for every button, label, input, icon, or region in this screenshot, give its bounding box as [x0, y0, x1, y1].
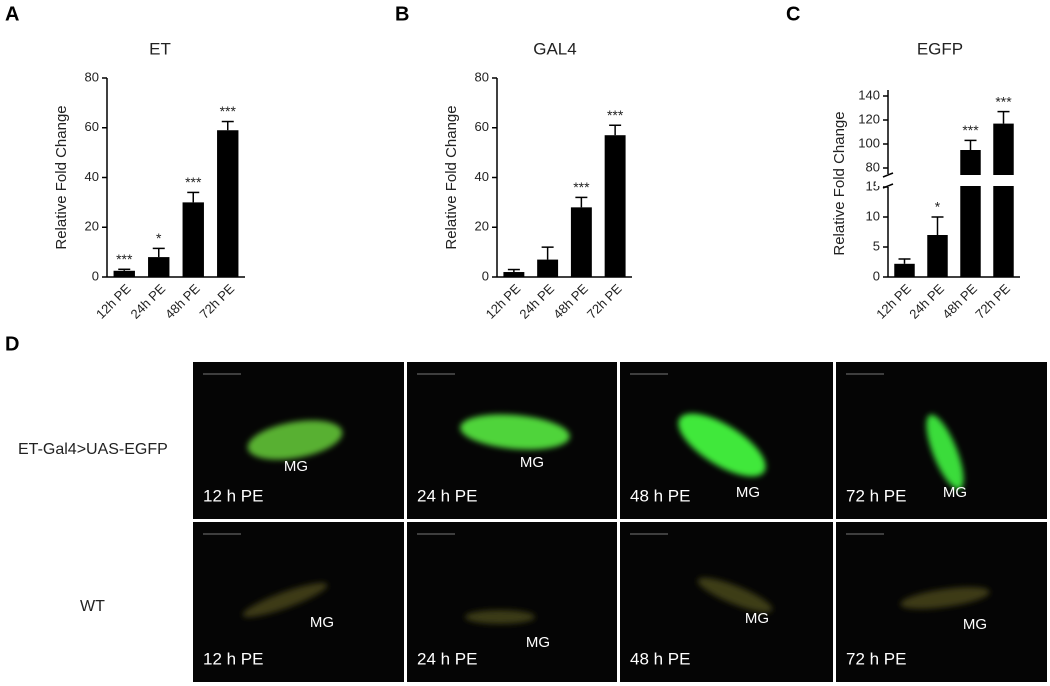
- y-tick-label: 80: [475, 69, 489, 84]
- axis-break: [882, 183, 894, 189]
- time-label: 48 h PE: [630, 649, 691, 668]
- y-tick-label: 60: [475, 119, 489, 134]
- significance-label: ***: [116, 251, 133, 267]
- bar: [113, 270, 135, 277]
- significance-label: *: [156, 230, 162, 246]
- bar: [217, 130, 239, 277]
- significance-label: ***: [573, 179, 590, 195]
- significance-label: ***: [185, 174, 202, 190]
- tissue: [247, 420, 343, 460]
- bar: [182, 202, 204, 277]
- tissue-tag: MG: [520, 454, 544, 471]
- y-tick-label: 100: [858, 135, 880, 150]
- time-label: 24 h PE: [417, 649, 478, 668]
- y-tick-label: 20: [475, 219, 489, 234]
- significance-label: ***: [607, 107, 624, 123]
- y-tick-label: 20: [85, 219, 99, 234]
- tissue: [465, 610, 535, 624]
- y-tick-label: 140: [858, 87, 880, 102]
- significance-label: *: [935, 199, 941, 215]
- tissue: [926, 414, 964, 490]
- time-label: 48 h PE: [630, 486, 691, 505]
- y-tick-label: 40: [475, 169, 489, 184]
- y-tick-label: 0: [92, 268, 99, 283]
- bar: [993, 123, 1014, 277]
- tissue: [678, 413, 766, 477]
- time-label: 12 h PE: [203, 649, 264, 668]
- bar: [503, 272, 525, 277]
- tissue-tag: MG: [284, 458, 308, 475]
- bar: [148, 257, 170, 277]
- tissue: [697, 577, 773, 613]
- tissue-tag: MG: [310, 614, 334, 631]
- tissue-tag: MG: [745, 610, 769, 627]
- time-label: 72 h PE: [846, 486, 907, 505]
- y-tick-label: 40: [85, 169, 99, 184]
- tissue-tag: MG: [736, 484, 760, 501]
- micrograph: [407, 522, 617, 682]
- axis-break: [882, 172, 894, 178]
- axis-break-gap: [876, 175, 1022, 186]
- row-label: ET-Gal4>UAS-EGFP: [18, 441, 168, 458]
- y-tick-label: 80: [866, 159, 880, 174]
- panel-letter: B: [395, 3, 409, 25]
- significance-label: ***: [962, 122, 979, 138]
- y-tick-label: 5: [873, 238, 880, 253]
- chart-title: ET: [149, 39, 171, 58]
- bar: [894, 263, 915, 277]
- row-label: WT: [80, 598, 105, 615]
- micrograph: [620, 522, 833, 682]
- bar: [604, 135, 626, 277]
- bar: [537, 259, 559, 277]
- tissue-tag: MG: [963, 616, 987, 633]
- time-label: 72 h PE: [846, 649, 907, 668]
- bar: [570, 207, 592, 277]
- panel-letter: C: [786, 3, 800, 25]
- tissue-tag: MG: [526, 634, 550, 651]
- panel-letter: D: [5, 333, 19, 355]
- y-axis-label: Relative Fold Change: [831, 111, 848, 255]
- tissue: [242, 582, 328, 618]
- chart-title: EGFP: [917, 39, 963, 58]
- significance-label: ***: [220, 103, 237, 119]
- y-tick-label: 0: [482, 268, 489, 283]
- time-label: 24 h PE: [417, 486, 478, 505]
- bar: [927, 235, 948, 277]
- y-tick-label: 10: [866, 208, 880, 223]
- y-axis-label: Relative Fold Change: [443, 105, 460, 249]
- bar: [960, 150, 981, 277]
- chart-title: GAL4: [533, 39, 576, 58]
- y-axis-label: Relative Fold Change: [53, 105, 70, 249]
- time-label: 12 h PE: [203, 486, 264, 505]
- significance-label: ***: [995, 93, 1012, 109]
- y-tick-label: 80: [85, 69, 99, 84]
- tissue-tag: MG: [943, 484, 967, 501]
- panel-letter: A: [5, 3, 19, 25]
- y-tick-label: 120: [858, 111, 880, 126]
- y-tick-label: 60: [85, 119, 99, 134]
- tissue: [900, 587, 990, 609]
- tissue: [460, 414, 570, 450]
- y-tick-label: 0: [873, 268, 880, 283]
